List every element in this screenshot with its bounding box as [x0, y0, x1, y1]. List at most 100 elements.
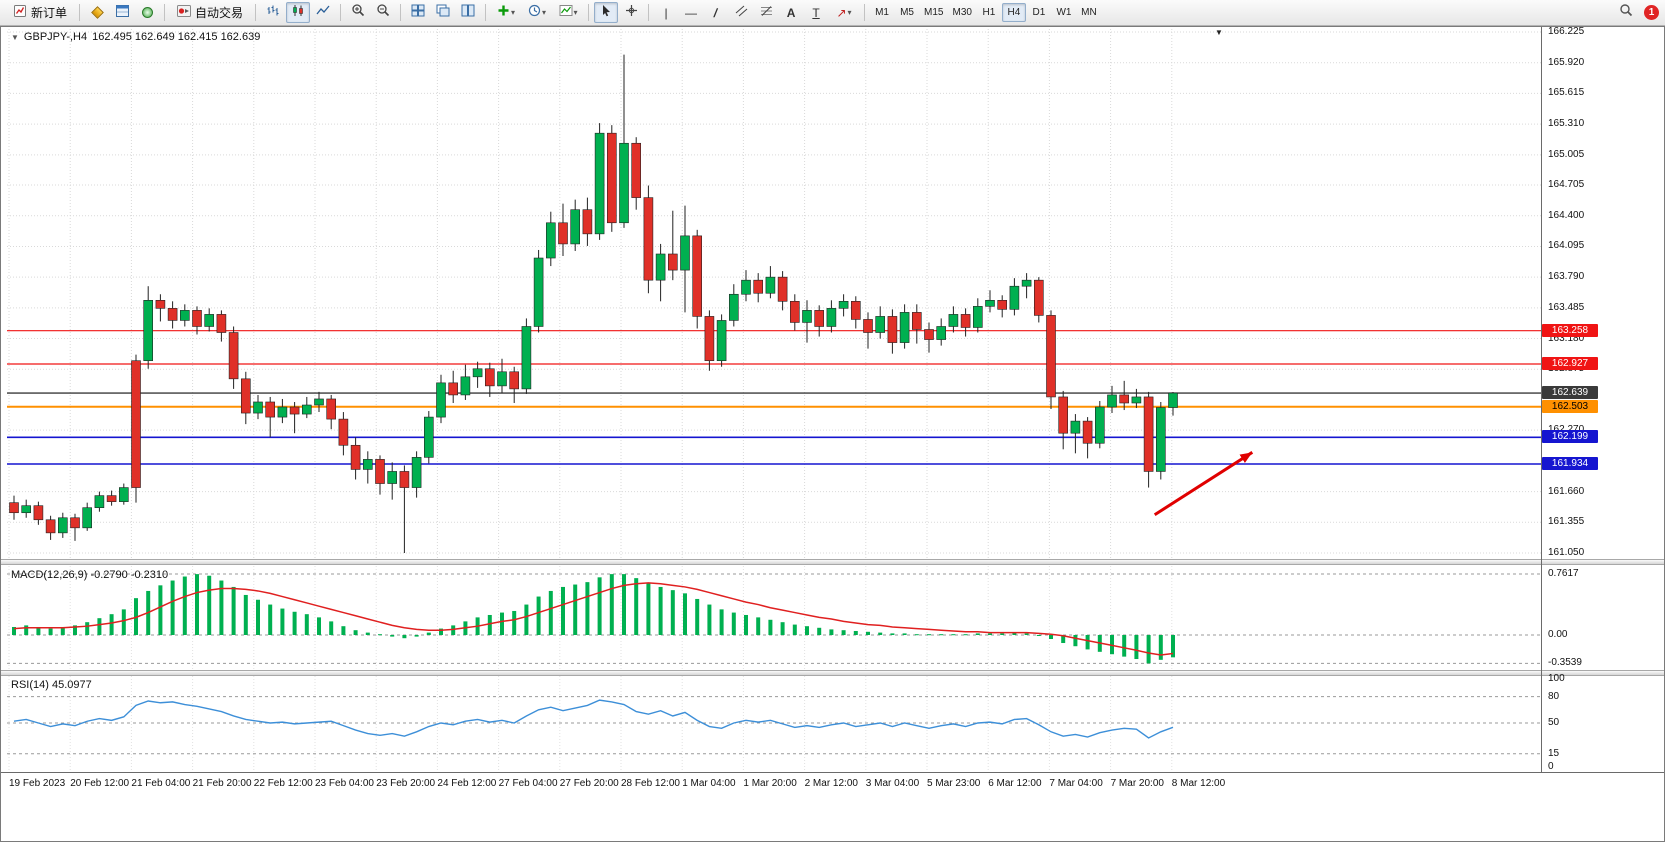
time-axis-label: 24 Feb 12:00 — [437, 778, 497, 789]
horizontal-line-tool-button[interactable]: — — [679, 2, 703, 23]
text-tool-button[interactable]: A — [779, 2, 803, 23]
macd-bar — [207, 575, 212, 635]
candle — [399, 471, 410, 488]
macd-bar — [243, 594, 248, 635]
data-window-button[interactable] — [110, 2, 134, 23]
auto-trading-icon — [177, 5, 192, 20]
timeframe-m15-button[interactable]: M15 — [924, 7, 944, 18]
macd-bar — [268, 604, 273, 635]
support-line-2-tag: 161.934 — [1542, 457, 1598, 470]
panel-splitter[interactable] — [1, 559, 1664, 565]
zoom-in-icon — [351, 3, 365, 22]
macd-bar — [756, 617, 761, 635]
timeframe-m30-button[interactable]: M30 — [952, 7, 972, 18]
macd-axis-label: -0.3539 — [1548, 657, 1582, 669]
candle — [619, 142, 629, 224]
new-order-button[interactable]: 新订单 — [6, 2, 74, 23]
clock-icon — [528, 4, 541, 22]
time-axis[interactable]: 19 Feb 2023 20 Feb 12:00 21 Feb 04:00 21 Fe… — [1, 772, 1664, 793]
indicators-button[interactable]: ▾ — [491, 2, 521, 23]
macd-bar — [866, 631, 870, 635]
macd-bar — [48, 628, 53, 635]
macd-bar — [1000, 633, 1005, 635]
candle — [631, 142, 642, 198]
tile-vertical-button[interactable] — [456, 2, 480, 23]
price-axis-label: 163.790 — [1548, 271, 1585, 283]
candle — [436, 382, 446, 418]
time-axis-label: 21 Feb 20:00 — [192, 778, 252, 789]
search-button[interactable] — [1614, 2, 1638, 23]
line-chart-button[interactable] — [311, 2, 335, 23]
macd-bar — [256, 599, 260, 635]
macd-bar — [439, 628, 443, 635]
tile-windows-button[interactable] — [406, 2, 430, 23]
candle — [741, 279, 751, 295]
timeframe-w1-button[interactable]: W1 — [1056, 7, 1072, 18]
fibonacci-tool-button[interactable] — [754, 2, 778, 23]
macd-bar — [536, 596, 541, 635]
timeframe-h1-button[interactable]: H1 — [982, 7, 996, 18]
time-axis-label: 3 Mar 04:00 — [865, 778, 920, 789]
vertical-line-tool-button[interactable]: | — [654, 2, 678, 23]
cursor-button[interactable] — [594, 2, 619, 23]
market-watch-button[interactable] — [85, 2, 109, 23]
fibonacci-icon — [760, 4, 773, 22]
macd-bar — [353, 630, 358, 635]
channel-icon — [735, 4, 748, 22]
templates-button[interactable]: ▾ — [553, 2, 583, 23]
candle — [802, 310, 812, 323]
candle — [899, 312, 910, 343]
macd-bar — [280, 608, 285, 635]
label-tool-button[interactable]: T — [804, 2, 828, 23]
toolbar: 新订单 自动交易 ▾ ▾ ▾ — [0, 0, 1665, 26]
macd-bar — [780, 622, 785, 635]
macd-bar — [622, 574, 626, 635]
one-click-trading-icon[interactable]: ▼ — [11, 32, 19, 42]
add-indicator-icon — [497, 4, 510, 22]
candle — [1107, 394, 1117, 408]
channel-tool-button[interactable] — [729, 2, 753, 23]
candle — [570, 209, 581, 245]
label-tool-icon: T — [812, 5, 820, 20]
bar-chart-button[interactable] — [261, 2, 285, 23]
candle — [887, 316, 898, 343]
chart-shift-marker[interactable]: ▼ — [1215, 28, 1223, 37]
macd-bar — [231, 586, 236, 635]
macd-bar — [975, 633, 980, 635]
candle — [521, 326, 532, 390]
timeframe-h4-button[interactable]: H4 — [1001, 3, 1026, 22]
panel-splitter[interactable] — [1, 670, 1664, 676]
timeframe-d1-button[interactable]: D1 — [1032, 7, 1046, 18]
periods-button[interactable]: ▾ — [522, 2, 552, 23]
trendline-tool-button[interactable]: / — [704, 2, 728, 23]
macd-bar — [512, 610, 517, 635]
macd-bar — [597, 577, 602, 635]
candle — [924, 329, 934, 340]
zoom-out-button[interactable] — [371, 2, 395, 23]
candle — [1082, 420, 1093, 444]
candle — [216, 314, 227, 333]
price-chart — [7, 29, 1541, 559]
community-icon — [141, 7, 153, 18]
notification-badge[interactable]: 1 — [1644, 5, 1659, 20]
trend-arrow[interactable] — [1153, 451, 1254, 517]
timeframe-m5-button[interactable]: M5 — [900, 7, 914, 18]
timeframe-mn-button[interactable]: MN — [1081, 7, 1097, 18]
candle — [350, 444, 361, 470]
time-axis-label: 28 Feb 12:00 — [621, 778, 680, 789]
price-axis-label: 165.310 — [1548, 118, 1585, 130]
shapes-tool-button[interactable]: ↗ ▾ — [829, 2, 859, 23]
cascade-windows-button[interactable] — [431, 2, 455, 23]
auto-trading-button[interactable]: 自动交易 — [170, 2, 250, 23]
timeframe-m1-button[interactable]: M1 — [875, 7, 889, 18]
macd-bar — [1036, 635, 1041, 636]
trendline-icon: / — [712, 5, 720, 20]
price-axis-label: 162.270 — [1548, 424, 1584, 435]
candle — [716, 320, 727, 362]
zoom-in-button[interactable] — [346, 2, 370, 23]
crosshair-button[interactable] — [619, 2, 643, 23]
community-button[interactable] — [135, 2, 159, 23]
macd-bar — [121, 609, 126, 635]
time-axis-label: 20 Feb 12:00 — [70, 778, 130, 789]
candlestick-chart-button[interactable] — [286, 2, 311, 23]
